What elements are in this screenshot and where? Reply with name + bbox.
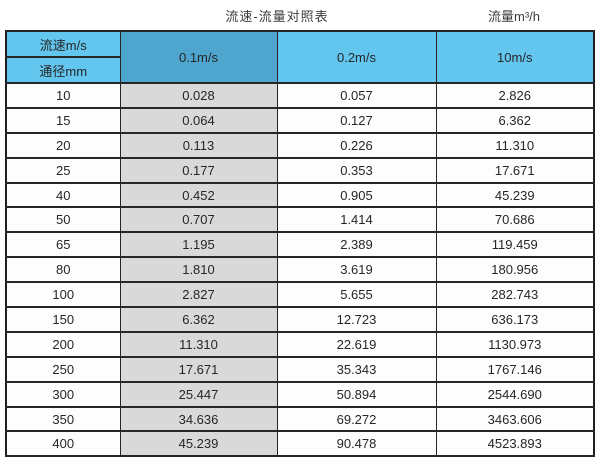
- diameter-cell: 65: [5, 231, 121, 259]
- value-cell: 636.173: [435, 306, 595, 333]
- value-cell: 0.353: [276, 156, 437, 184]
- diameter-cell: 400: [5, 430, 121, 458]
- value-cell: 2.826: [435, 82, 595, 109]
- diameter-cell: 100: [5, 281, 121, 309]
- table-row: 40 0.452 0.905 45.239: [5, 181, 595, 209]
- diameter-cell: 250: [5, 355, 121, 383]
- diameter-cell: 40: [5, 181, 121, 209]
- value-cell: 1.195: [119, 231, 278, 259]
- diameter-cell: 25: [5, 156, 121, 184]
- value-cell: 180.956: [435, 256, 595, 284]
- value-cell: 6.362: [119, 306, 278, 333]
- table-row: 100 2.827 5.655 282.743: [5, 281, 595, 309]
- value-cell: 6.362: [435, 106, 595, 134]
- value-cell: 4523.893: [435, 430, 595, 458]
- value-cell: 35.343: [276, 355, 437, 383]
- value-cell: 25.447: [119, 380, 278, 408]
- value-cell: 34.636: [119, 405, 278, 433]
- table-row: 50 0.707 1.414 70.686: [5, 206, 595, 234]
- table-row: 65 1.195 2.389 119.459: [5, 231, 595, 259]
- page-title: 流速-流量对照表: [225, 8, 329, 24]
- value-cell: 17.671: [435, 156, 595, 184]
- value-cell: 0.452: [119, 181, 278, 209]
- value-cell: 0.226: [276, 131, 437, 159]
- table-row: 20 0.113 0.226 11.310: [5, 131, 595, 159]
- value-cell: 0.707: [119, 206, 278, 234]
- table-row: 150 6.362 12.723 636.173: [5, 306, 595, 333]
- table-row: 250 17.671 35.343 1767.146: [5, 355, 595, 383]
- velocity-flow-table: 流速m/s 0.1m/s 0.2m/s 10m/s 通径mm 10 0.028 0.…: [5, 30, 595, 458]
- value-cell: 1.810: [119, 256, 278, 284]
- value-cell: 1.414: [276, 206, 437, 234]
- value-cell: 17.671: [119, 355, 278, 383]
- corner-header-diameter: 通径mm: [5, 56, 121, 84]
- table-row: 200 11.310 22.619 1130.973: [5, 330, 595, 358]
- value-cell: 50.894: [276, 380, 437, 408]
- value-cell: 11.310: [119, 330, 278, 358]
- value-cell: 2544.690: [435, 380, 595, 408]
- table-row: 400 45.239 90.478 4523.893: [5, 430, 595, 458]
- value-cell: 3.619: [276, 256, 437, 284]
- value-cell: 1767.146: [435, 355, 595, 383]
- value-cell: 90.478: [276, 430, 437, 458]
- table-row: 10 0.028 0.057 2.826: [5, 82, 595, 109]
- diameter-cell: 80: [5, 256, 121, 284]
- table-row: 300 25.447 50.894 2544.690: [5, 380, 595, 408]
- diameter-cell: 50: [5, 206, 121, 234]
- value-cell: 70.686: [435, 206, 595, 234]
- table-row: 350 34.636 69.272 3463.606: [5, 405, 595, 433]
- value-cell: 45.239: [119, 430, 278, 458]
- value-cell: 0.127: [276, 106, 437, 134]
- table-header: 流速m/s 0.1m/s 0.2m/s 10m/s 通径mm: [5, 30, 595, 84]
- value-cell: 45.239: [435, 181, 595, 209]
- diameter-cell: 15: [5, 106, 121, 134]
- table-row: 15 0.064 0.127 6.362: [5, 106, 595, 134]
- value-cell: 69.272: [276, 405, 437, 433]
- diameter-cell: 20: [5, 131, 121, 159]
- column-header-0-1ms: 0.1m/s: [119, 30, 278, 84]
- column-header-0-2ms: 0.2m/s: [276, 30, 437, 84]
- diameter-cell: 200: [5, 330, 121, 358]
- value-cell: 0.028: [119, 82, 278, 109]
- value-cell: 0.064: [119, 106, 278, 134]
- header-row-bottom: 通径mm: [5, 56, 594, 84]
- diameter-cell: 300: [5, 380, 121, 408]
- header-row-top: 流速m/s 0.1m/s 0.2m/s 10m/s: [5, 30, 595, 84]
- diameter-cell: 350: [5, 405, 121, 433]
- table-body: 10 0.028 0.057 2.826 15 0.064 0.127 6.362 20 0.11…: [5, 82, 595, 458]
- value-cell: 282.743: [435, 281, 595, 309]
- value-cell: 3463.606: [435, 405, 595, 433]
- value-cell: 1130.973: [435, 330, 595, 358]
- value-cell: 0.177: [119, 156, 278, 184]
- value-cell: 2.389: [276, 231, 437, 259]
- value-cell: 0.113: [119, 131, 278, 159]
- table-row: 25 0.177 0.353 17.671: [5, 156, 595, 184]
- value-cell: 12.723: [276, 306, 437, 333]
- value-cell: 11.310: [435, 131, 595, 159]
- diameter-cell: 150: [5, 306, 121, 333]
- value-cell: 5.655: [276, 281, 437, 309]
- value-cell: 22.619: [276, 330, 437, 358]
- table-row: 80 1.810 3.619 180.956: [5, 256, 595, 284]
- title-row: 流速-流量对照表 流量m³/h: [0, 0, 593, 30]
- value-cell: 119.459: [435, 231, 595, 259]
- value-cell: 0.057: [276, 82, 437, 109]
- value-cell: 2.827: [119, 281, 278, 309]
- flow-unit-title: 流量m³/h: [487, 8, 540, 24]
- diameter-cell: 10: [5, 82, 121, 109]
- corner-header-velocity: 流速m/s: [5, 30, 121, 58]
- value-cell: 0.905: [276, 181, 437, 209]
- column-header-10ms: 10m/s: [435, 30, 595, 84]
